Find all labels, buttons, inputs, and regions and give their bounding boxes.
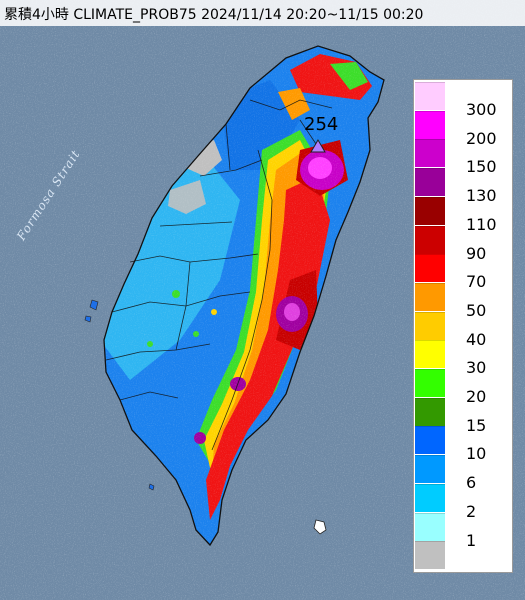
legend-swatch (415, 139, 445, 168)
legend-label: 20 (466, 387, 487, 406)
legend-swatch (415, 455, 445, 484)
legend-swatch (415, 340, 445, 369)
legend-swatch (415, 168, 445, 197)
legend-swatch (415, 483, 445, 512)
color-legend: 300 200 150 130 110 90 70 50 40 30 20 15 10 6 2 1 (413, 79, 513, 573)
legend-label: 130 (466, 186, 497, 206)
legend-label: 110 (466, 214, 497, 234)
legend-swatch (415, 541, 445, 570)
title-bar: 累積4小時 CLIMATE_PROB75 2024/11/14 20:20~11… (0, 0, 525, 26)
legend-swatch (415, 426, 445, 455)
legend-swatch (415, 512, 445, 541)
green-island (313, 519, 327, 535)
taiwan-coastline (103, 45, 385, 547)
legend-label: 40 (466, 329, 487, 349)
legend-label: 70 (466, 272, 487, 292)
legend-swatch (415, 311, 445, 340)
orchid-island (148, 483, 155, 491)
legend-label: 10 (466, 444, 487, 464)
max-value-label: 254 (304, 114, 339, 135)
legend-swatch (415, 225, 445, 254)
legend-label: 90 (466, 243, 487, 263)
legend-label: 200 (466, 128, 497, 148)
legend-swatch (415, 397, 445, 426)
legend-swatch (415, 82, 445, 110)
legend-swatch (415, 369, 445, 397)
legend-label: 1 (466, 530, 477, 550)
legend-label: 300 (466, 100, 497, 119)
legend-label: 2 (466, 501, 477, 521)
map-title: 累積4小時 CLIMATE_PROB75 2024/11/14 20:20~11… (4, 7, 424, 23)
legend-label: 6 (466, 473, 477, 493)
legend-swatch (415, 196, 445, 225)
legend-swatch (415, 282, 445, 311)
legend-label: 50 (466, 300, 487, 320)
legend-label: 150 (466, 157, 497, 177)
legend-swatch (415, 254, 445, 283)
admin-boundaries (105, 99, 333, 451)
max-marker-icon (310, 139, 326, 153)
legend-label: 30 (466, 358, 487, 378)
penghu-islands (84, 299, 99, 323)
legend-label: 15 (466, 415, 487, 435)
legend-swatch (415, 110, 445, 139)
